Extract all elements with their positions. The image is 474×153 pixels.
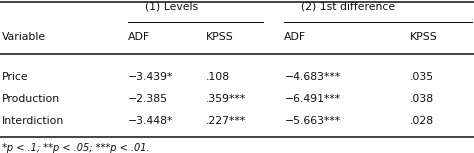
Text: Interdiction: Interdiction	[2, 116, 64, 126]
Text: −3.448*: −3.448*	[128, 116, 173, 126]
Text: .028: .028	[410, 116, 434, 126]
Text: (2) 1st difference: (2) 1st difference	[301, 2, 395, 12]
Text: −5.663***: −5.663***	[284, 116, 340, 126]
Text: .038: .038	[410, 94, 434, 104]
Text: .227***: .227***	[206, 116, 246, 126]
Text: Price: Price	[2, 71, 29, 82]
Text: −4.683***: −4.683***	[284, 71, 340, 82]
Text: .359***: .359***	[206, 94, 246, 104]
Text: KPSS: KPSS	[410, 32, 438, 43]
Text: .035: .035	[410, 71, 434, 82]
Text: Variable: Variable	[2, 32, 46, 43]
Text: Production: Production	[2, 94, 61, 104]
Text: ADF: ADF	[128, 32, 150, 43]
Text: −2.385: −2.385	[128, 94, 168, 104]
Text: KPSS: KPSS	[206, 32, 234, 43]
Text: *p < .1; **p < .05; ***p < .01.: *p < .1; **p < .05; ***p < .01.	[2, 143, 150, 153]
Text: −6.491***: −6.491***	[284, 94, 340, 104]
Text: −3.439*: −3.439*	[128, 71, 173, 82]
Text: ADF: ADF	[284, 32, 307, 43]
Text: (1) Levels: (1) Levels	[145, 2, 198, 12]
Text: .108: .108	[206, 71, 230, 82]
